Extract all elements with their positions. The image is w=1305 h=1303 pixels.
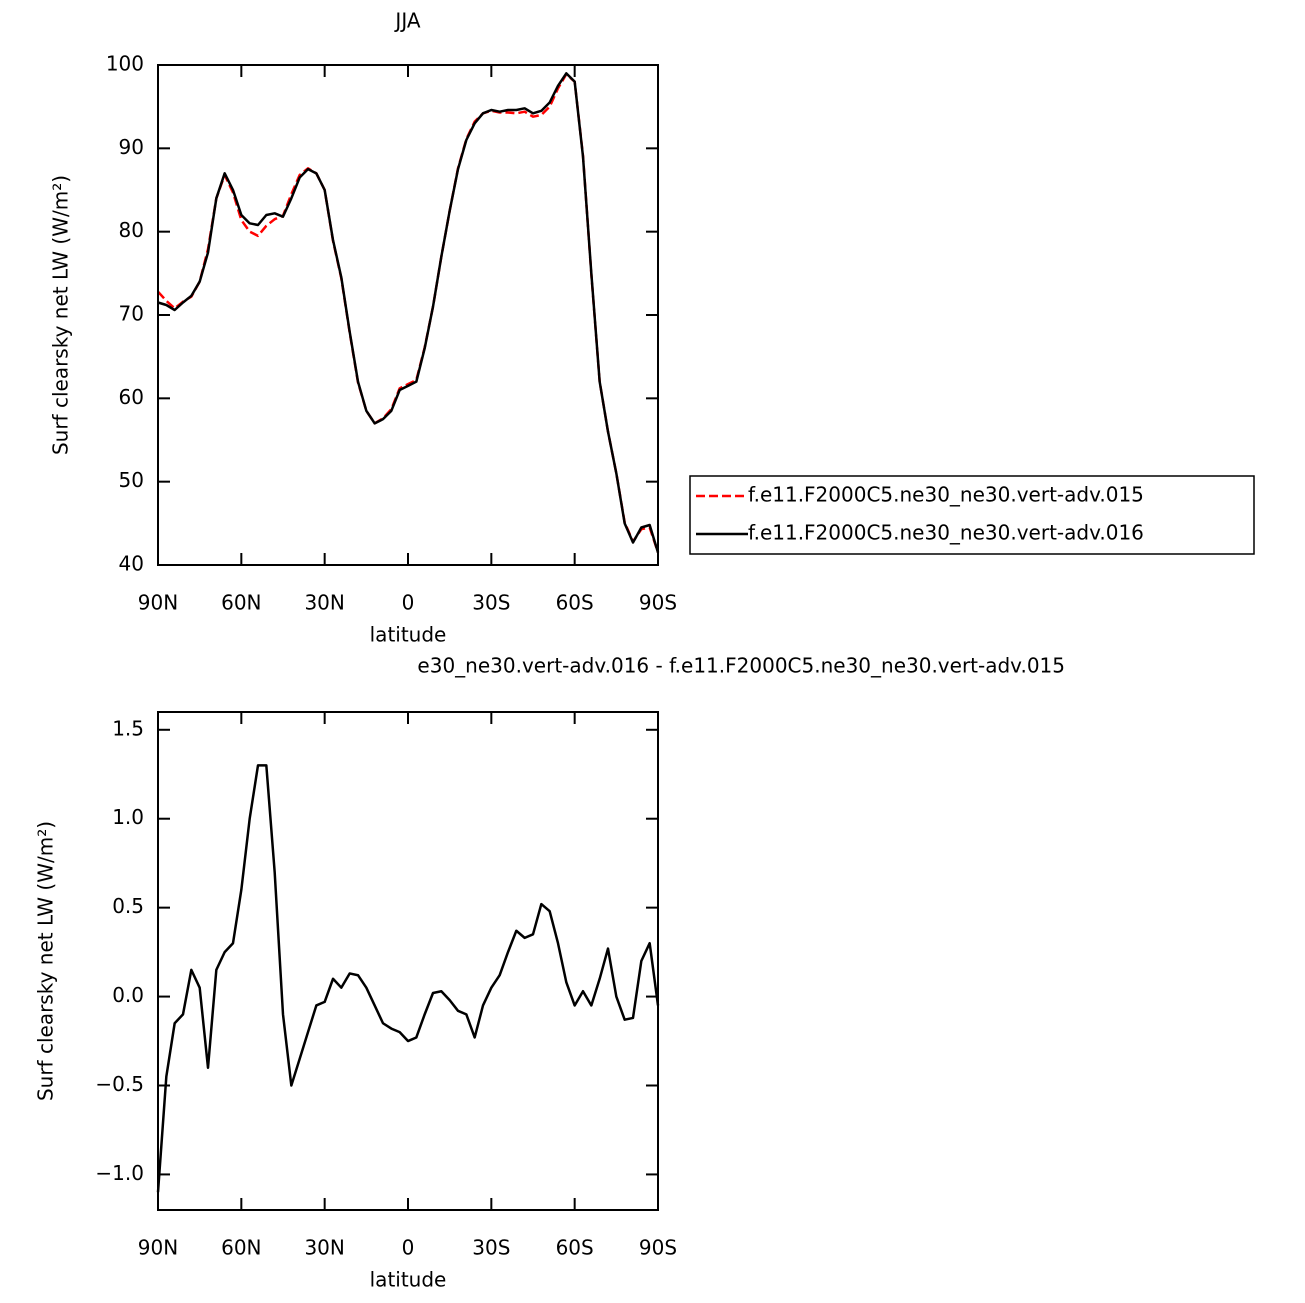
plot-frame (157, 64, 659, 566)
legend-box (689, 475, 1255, 555)
x-tick-label: 60S (556, 591, 594, 615)
x-tick-label: 90N (138, 591, 178, 615)
y-tick-label: −0.5 (95, 1072, 144, 1096)
y-tick-label: 90 (119, 135, 144, 159)
y-tick-label: 50 (119, 468, 144, 492)
x-axis-label: latitude (370, 623, 447, 647)
y-tick-label: 1.0 (112, 805, 144, 829)
y-tick-label: 0.5 (112, 894, 144, 918)
x-tick-label: 90S (639, 1236, 677, 1260)
x-tick-label: 30N (304, 1236, 344, 1260)
x-tick-label: 60S (556, 1236, 594, 1260)
x-tick-label: 60N (221, 1236, 261, 1260)
y-tick-label: 1.5 (112, 716, 144, 740)
x-tick-label: 0 (402, 1236, 415, 1260)
x-tick-label: 60N (221, 591, 261, 615)
y-tick-label: 60 (119, 385, 144, 409)
x-tick-label: 30N (304, 591, 344, 615)
x-tick-label: 90N (138, 1236, 178, 1260)
data-line (157, 72, 660, 553)
x-axis-label: latitude (370, 1268, 447, 1292)
x-tick-label: 90S (639, 591, 677, 615)
chart-title: e30_ne30.vert-adv.016 - f.e11.F2000C5.ne… (417, 654, 1065, 678)
x-tick-label: 30S (472, 1236, 510, 1260)
data-line (156, 764, 660, 1193)
y-tick-label: 80 (119, 218, 144, 242)
chart-title: JJA (393, 9, 420, 33)
plot-frame (157, 711, 659, 1211)
y-tick-label: −1.0 (95, 1161, 144, 1185)
y-tick-label: 40 (119, 552, 144, 576)
x-tick-label: 30S (472, 591, 510, 615)
y-axis-label: Surf clearsky net LW (W/m²) (34, 821, 58, 1101)
y-tick-label: 100 (106, 52, 144, 76)
y-tick-label: 70 (119, 302, 144, 326)
y-axis-label: Surf clearsky net LW (W/m²) (49, 175, 73, 455)
legend-label: f.e11.F2000C5.ne30_ne30.vert-adv.015 (748, 483, 1144, 507)
legend-label: f.e11.F2000C5.ne30_ne30.vert-adv.016 (748, 521, 1144, 545)
x-tick-label: 0 (402, 591, 415, 615)
y-tick-label: 0.0 (112, 983, 144, 1007)
